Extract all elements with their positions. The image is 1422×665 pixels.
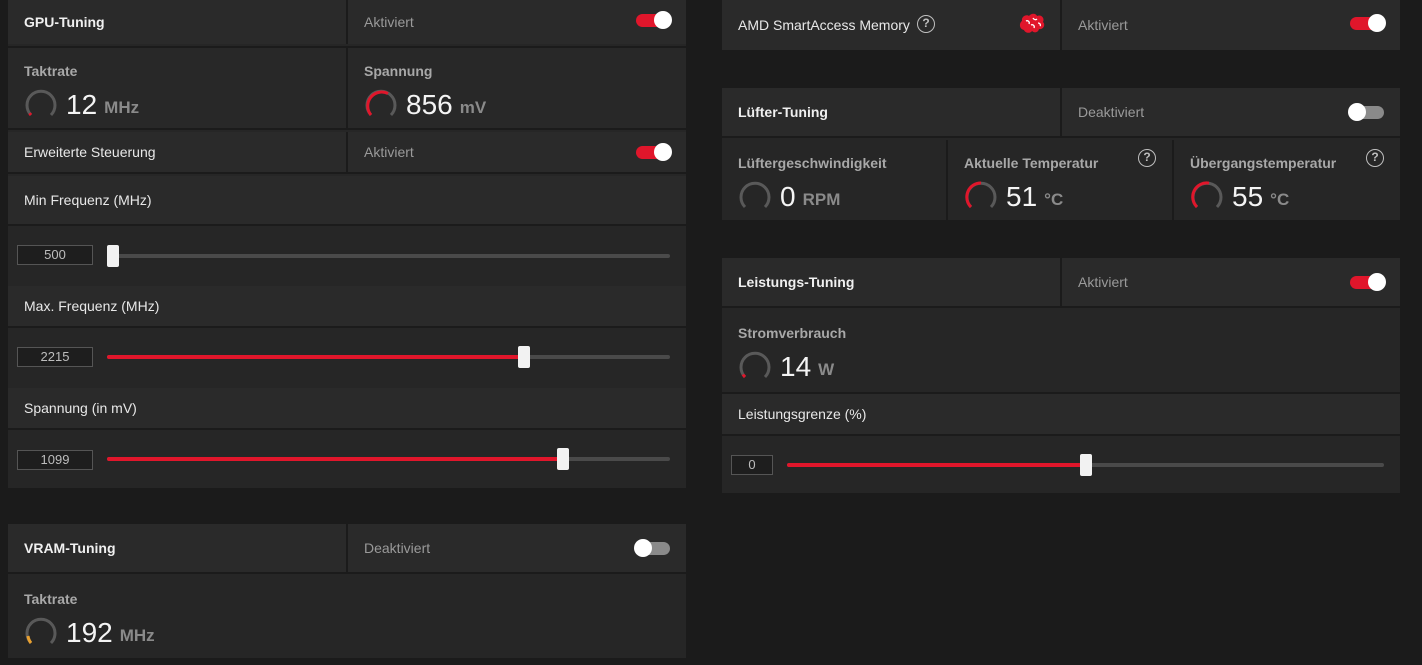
gauge-icon — [365, 89, 397, 117]
gpu-tuning-status: Aktiviert — [364, 14, 414, 30]
current-temp-unit: °C — [1044, 190, 1064, 209]
vram-clock-metric: Taktrate 192 MHz — [8, 576, 686, 658]
power-limit-slider[interactable] — [787, 454, 1384, 476]
help-circle-icon[interactable]: ? — [1366, 149, 1384, 167]
min-freq-input[interactable]: 500 — [17, 245, 93, 265]
vram-clock-unit: MHz — [119, 626, 155, 645]
fan-tuning-status: Deaktiviert — [1078, 104, 1145, 120]
power-value: 14 — [780, 351, 812, 382]
fan-tuning-toggle[interactable] — [1348, 103, 1384, 121]
power-tuning-title: Leistungs-Tuning — [738, 274, 855, 290]
max-freq-slider-row: 2215 — [8, 330, 686, 386]
gpu-metrics-row: Taktrate 12 MHz Spannung 856 mV — [8, 46, 686, 130]
fan-tuning-panel: Lüfter-Tuning Deaktiviert Lüftergeschwin… — [722, 88, 1400, 220]
gpu-clock-label: Taktrate — [24, 63, 78, 79]
vram-clock-label: Taktrate — [24, 591, 78, 607]
junction-temp-unit: °C — [1270, 190, 1290, 209]
gauge-icon — [25, 617, 57, 645]
gpu-tuning-toggle[interactable] — [636, 11, 672, 29]
gpu-clock-unit: MHz — [104, 98, 140, 117]
vram-tuning-header: VRAM-Tuning Deaktiviert — [8, 524, 686, 574]
gpu-voltage-metric: Spannung 856 mV — [348, 48, 686, 128]
power-label: Stromverbrauch — [738, 325, 847, 341]
voltage-label-row: Spannung (in mV) — [8, 388, 686, 430]
advanced-control-status: Aktiviert — [364, 144, 414, 160]
voltage-mv-slider-thumb[interactable] — [557, 448, 570, 470]
fan-tuning-header: Lüfter-Tuning Deaktiviert — [722, 88, 1400, 138]
gpu-voltage-unit: mV — [459, 98, 487, 117]
gpu-tuning-panel: GPU-Tuning Aktiviert Taktrate 12 MHz Spa… — [8, 0, 686, 488]
power-unit: W — [818, 360, 835, 379]
min-freq-label-row: Min Frequenz (MHz) — [8, 176, 686, 226]
gauge-icon — [739, 351, 771, 379]
junction-temp-value: 55 — [1232, 181, 1264, 212]
power-limit-label-row: Leistungsgrenze (%) — [722, 394, 1400, 436]
vram-clock-value: 192 — [66, 617, 113, 648]
junction-temp-label: Übergangstemperatur — [1190, 155, 1337, 171]
smart-access-label: AMD SmartAccess Memory — [738, 17, 910, 33]
gpu-clock-metric: Taktrate 12 MHz — [8, 48, 348, 128]
vram-tuning-title: VRAM-Tuning — [24, 540, 116, 556]
fan-speed-label: Lüftergeschwindigkeit — [738, 155, 887, 171]
fan-speed-unit: RPM — [802, 190, 841, 209]
min-freq-slider-thumb[interactable] — [107, 245, 119, 267]
power-limit-input[interactable]: 0 — [731, 455, 773, 475]
power-tuning-toggle[interactable] — [1350, 273, 1386, 291]
fan-speed-metric: Lüftergeschwindigkeit 0 RPM — [722, 140, 948, 220]
max-freq-slider-thumb[interactable] — [517, 346, 530, 368]
brain-icon — [1019, 13, 1045, 33]
power-limit-slider-row: 0 — [722, 438, 1400, 493]
advanced-control-toggle[interactable] — [636, 143, 672, 161]
voltage-mv-input[interactable]: 1099 — [17, 450, 93, 470]
gpu-tuning-header: GPU-Tuning Aktiviert — [8, 0, 686, 44]
vram-tuning-status: Deaktiviert — [364, 540, 431, 556]
min-freq-slider-row: 500 — [8, 228, 686, 284]
gauge-icon — [965, 181, 997, 209]
gpu-voltage-label: Spannung — [364, 63, 433, 79]
current-temp-value: 51 — [1006, 181, 1038, 212]
help-circle-icon[interactable]: ? — [1138, 149, 1156, 167]
smart-access-toggle[interactable] — [1350, 14, 1386, 32]
max-freq-input[interactable]: 2215 — [17, 347, 93, 367]
gauge-icon — [739, 181, 771, 209]
voltage-slider-row: 1099 — [8, 432, 686, 488]
max-freq-label-row: Max. Frequenz (MHz) — [8, 286, 686, 328]
smart-access-panel: AMD SmartAccess Memory ? Aktiviert — [722, 0, 1400, 50]
vram-tuning-toggle[interactable] — [634, 539, 670, 557]
advanced-control-label: Erweiterte Steuerung — [24, 144, 156, 160]
gauge-icon — [25, 89, 57, 117]
min-freq-label: Min Frequenz (MHz) — [24, 192, 152, 208]
voltage-mv-label: Spannung (in mV) — [24, 400, 137, 416]
power-limit-label: Leistungsgrenze (%) — [738, 406, 867, 422]
gauge-icon — [1191, 181, 1223, 209]
junction-temp-metric: Übergangstemperatur ? 55 °C — [1174, 140, 1400, 220]
gpu-clock-value: 12 — [66, 89, 98, 120]
help-circle-icon[interactable]: ? — [917, 15, 935, 33]
power-tuning-status: Aktiviert — [1078, 274, 1128, 290]
power-tuning-panel: Leistungs-Tuning Aktiviert Stromverbrauc… — [722, 258, 1400, 493]
voltage-mv-slider[interactable] — [107, 448, 670, 470]
gpu-tuning-title: GPU-Tuning — [24, 14, 105, 30]
power-metric: Stromverbrauch 14 W — [722, 310, 1400, 394]
vram-tuning-panel: VRAM-Tuning Deaktiviert Taktrate 192 MHz — [8, 524, 686, 658]
advanced-control-row: Erweiterte Steuerung Aktiviert — [8, 132, 686, 174]
gpu-voltage-value: 856 — [406, 89, 453, 120]
min-freq-slider[interactable] — [107, 245, 670, 267]
max-freq-slider[interactable] — [107, 346, 670, 368]
current-temp-label: Aktuelle Temperatur — [964, 155, 1099, 171]
current-temp-metric: Aktuelle Temperatur ? 51 °C — [948, 140, 1174, 220]
power-limit-slider-thumb[interactable] — [1079, 454, 1092, 476]
power-tuning-header: Leistungs-Tuning Aktiviert — [722, 258, 1400, 308]
fan-tuning-title: Lüfter-Tuning — [738, 104, 828, 120]
smart-access-status: Aktiviert — [1078, 17, 1128, 33]
fan-metrics-row: Lüftergeschwindigkeit 0 RPM Aktuelle Tem… — [722, 140, 1400, 220]
max-freq-label: Max. Frequenz (MHz) — [24, 298, 160, 314]
fan-speed-value: 0 — [780, 181, 796, 212]
